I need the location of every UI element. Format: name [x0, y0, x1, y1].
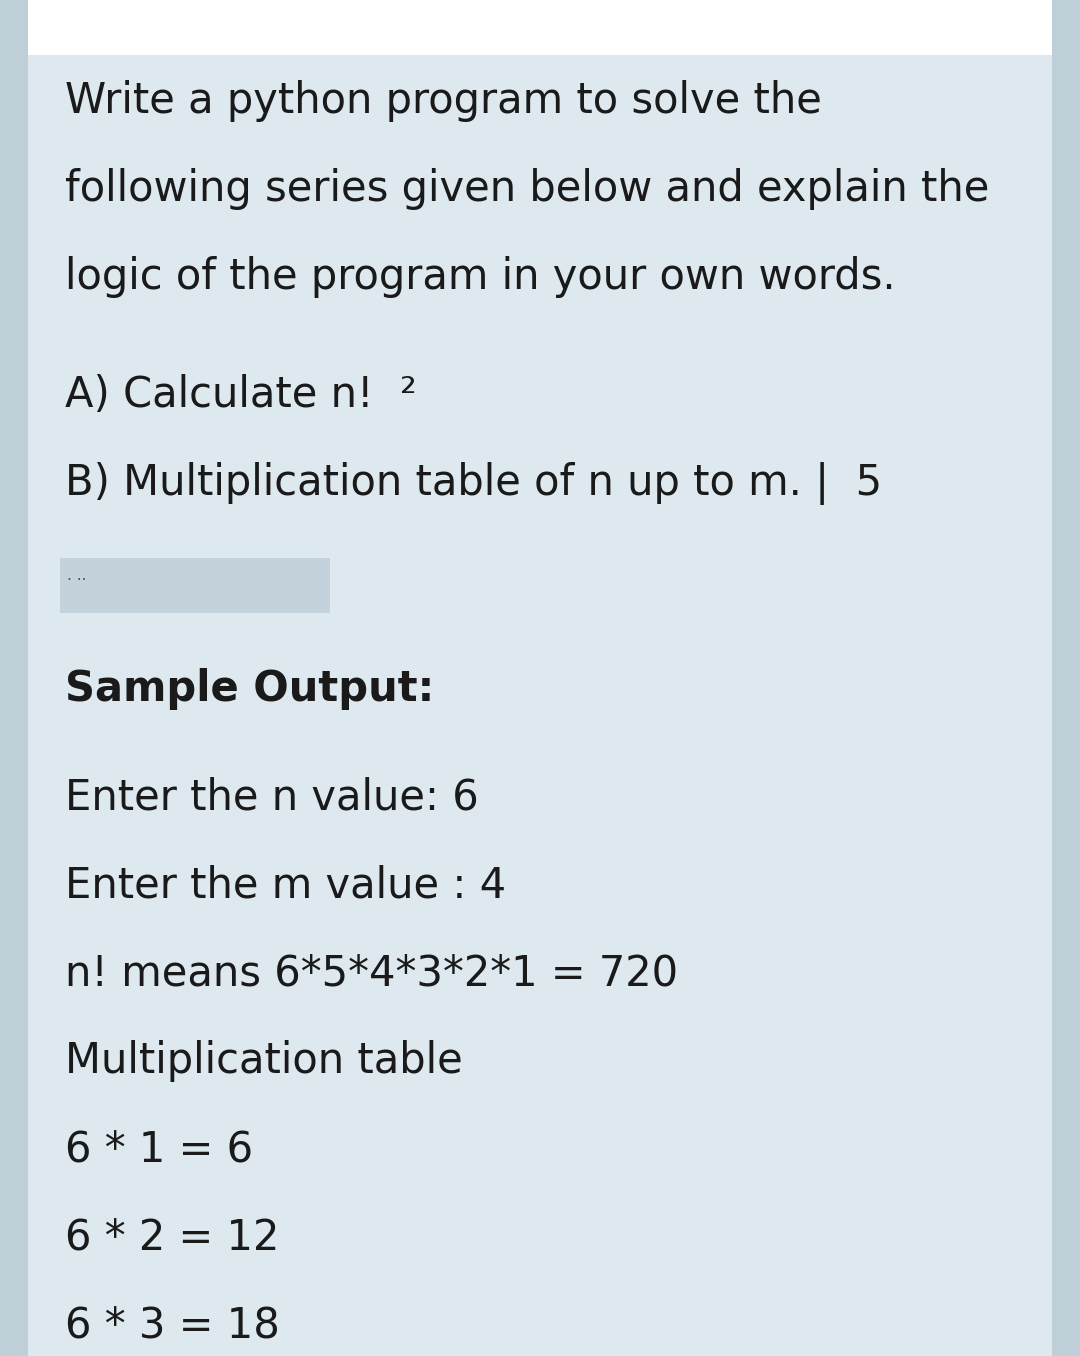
Text: Multiplication table: Multiplication table: [65, 1040, 462, 1082]
Text: A) Calculate n!  ²: A) Calculate n! ²: [65, 374, 417, 416]
Text: 6 * 2 = 12: 6 * 2 = 12: [65, 1216, 280, 1258]
FancyBboxPatch shape: [1052, 0, 1080, 1356]
Text: Write a python program to solve the: Write a python program to solve the: [65, 80, 822, 122]
Text: Enter the n value: 6: Enter the n value: 6: [65, 776, 478, 818]
Text: Sample Output:: Sample Output:: [65, 669, 434, 711]
Text: n! means 6*5*4*3*2*1 = 720: n! means 6*5*4*3*2*1 = 720: [65, 952, 678, 994]
Text: . ..: . ..: [67, 568, 86, 583]
FancyBboxPatch shape: [60, 559, 330, 613]
Text: Enter the m value : 4: Enter the m value : 4: [65, 864, 507, 906]
FancyBboxPatch shape: [0, 0, 28, 1356]
Text: logic of the program in your own words.: logic of the program in your own words.: [65, 256, 895, 298]
FancyBboxPatch shape: [0, 0, 1080, 56]
Text: 6 * 3 = 18: 6 * 3 = 18: [65, 1304, 280, 1347]
Text: 6 * 1 = 6: 6 * 1 = 6: [65, 1128, 253, 1170]
Text: B) Multiplication table of n up to m. |  5: B) Multiplication table of n up to m. | …: [65, 462, 882, 504]
Text: following series given below and explain the: following series given below and explain…: [65, 168, 989, 210]
